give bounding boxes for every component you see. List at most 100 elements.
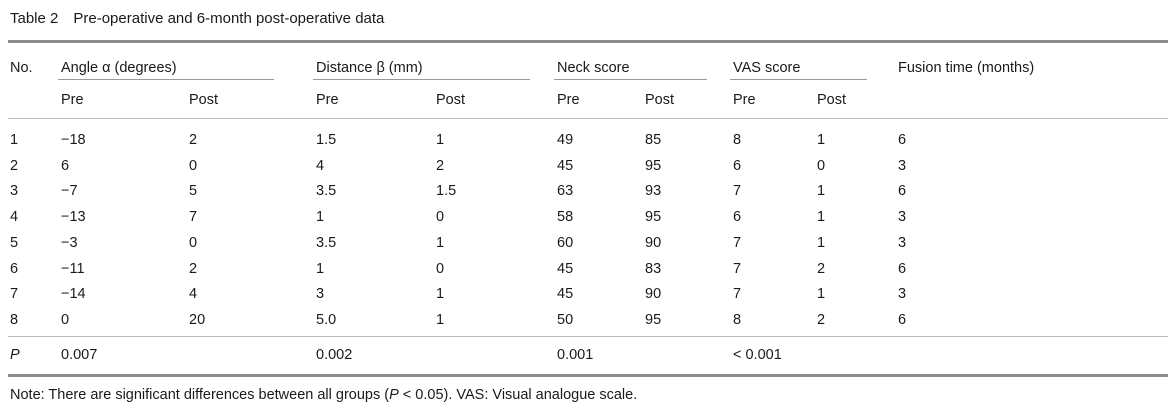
cell-angle-pre: −13 [61, 209, 86, 225]
cell-angle-pre: −11 [61, 261, 85, 277]
vas-group-underline [730, 79, 867, 80]
p-label: P [10, 347, 20, 363]
cell-no: 4 [10, 209, 19, 225]
p-vas: < 0.001 [733, 347, 782, 363]
angle-group-underline [58, 79, 274, 80]
table-caption: Table 2 Pre-operative and 6-month post-o… [10, 10, 385, 27]
subheader-neck-pre: Pre [557, 92, 580, 108]
distance-group-underline [313, 79, 530, 80]
cell-neck-post: 95 [645, 209, 662, 225]
cell-fusion-time: 3 [898, 286, 907, 302]
cell-vas-pre: 8 [733, 132, 742, 148]
cell-distance-pre: 4 [316, 158, 325, 174]
cell-no: 5 [10, 235, 19, 251]
cell-neck-pre: 63 [557, 183, 574, 199]
cell-neck-post: 83 [645, 261, 662, 277]
header-angle: Angle α (degrees) [61, 60, 177, 76]
cell-neck-post: 90 [645, 235, 662, 251]
cell-neck-post: 95 [645, 312, 662, 328]
cell-no: 8 [10, 312, 19, 328]
cell-neck-pre: 45 [557, 261, 574, 277]
cell-vas-post: 1 [817, 183, 826, 199]
cell-distance-pre: 3.5 [316, 183, 337, 199]
neck-group-underline [554, 79, 707, 80]
cell-fusion-time: 3 [898, 158, 907, 174]
cell-angle-pre: −14 [61, 286, 86, 302]
cell-no: 2 [10, 158, 19, 174]
cell-distance-pre: 1 [316, 261, 325, 277]
cell-vas-post: 1 [817, 286, 826, 302]
cell-angle-pre: 0 [61, 312, 70, 328]
cell-vas-pre: 7 [733, 235, 742, 251]
cell-angle-post: 20 [189, 312, 206, 328]
cell-fusion-time: 6 [898, 312, 907, 328]
p-neck: 0.001 [557, 347, 594, 363]
subheader-vas-pre: Pre [733, 92, 756, 108]
cell-angle-pre: −3 [61, 235, 78, 251]
bottom-rule [8, 374, 1168, 377]
p-row-rule [8, 336, 1168, 337]
cell-fusion-time: 6 [898, 183, 907, 199]
cell-distance-pre: 3.5 [316, 235, 337, 251]
header-vas-score: VAS score [733, 60, 801, 76]
cell-no: 1 [10, 132, 19, 148]
subheader-angle-pre: Pre [61, 92, 84, 108]
cell-neck-post: 85 [645, 132, 662, 148]
cell-distance-pre: 5.0 [316, 312, 337, 328]
cell-neck-pre: 60 [557, 235, 574, 251]
subheader-distance-post: Post [436, 92, 466, 108]
cell-angle-post: 2 [189, 261, 198, 277]
cell-distance-post: 1 [436, 235, 445, 251]
top-rule [8, 40, 1168, 43]
header-neck-score: Neck score [557, 60, 630, 76]
subheader-angle-post: Post [189, 92, 219, 108]
cell-angle-post: 7 [189, 209, 198, 225]
cell-distance-post: 1.5 [436, 183, 457, 199]
cell-angle-post: 4 [189, 286, 198, 302]
cell-neck-pre: 49 [557, 132, 574, 148]
cell-no: 7 [10, 286, 19, 302]
cell-fusion-time: 6 [898, 132, 907, 148]
cell-vas-post: 2 [817, 312, 826, 328]
p-angle: 0.007 [61, 347, 98, 363]
cell-fusion-time: 6 [898, 261, 907, 277]
cell-vas-post: 2 [817, 261, 826, 277]
cell-neck-pre: 45 [557, 158, 574, 174]
cell-distance-pre: 1 [316, 209, 325, 225]
cell-angle-post: 5 [189, 183, 198, 199]
cell-fusion-time: 3 [898, 235, 907, 251]
subheader-neck-post: Post [645, 92, 675, 108]
cell-distance-post: 0 [436, 261, 445, 277]
cell-vas-post: 1 [817, 209, 826, 225]
cell-neck-post: 90 [645, 286, 662, 302]
subheader-distance-pre: Pre [316, 92, 339, 108]
cell-neck-pre: 45 [557, 286, 574, 302]
cell-distance-pre: 1.5 [316, 132, 337, 148]
cell-vas-post: 1 [817, 132, 826, 148]
cell-distance-post: 1 [436, 132, 445, 148]
cell-distance-post: 1 [436, 312, 445, 328]
cell-neck-post: 95 [645, 158, 662, 174]
cell-no: 3 [10, 183, 19, 199]
cell-distance-pre: 3 [316, 286, 325, 302]
header-distance: Distance β (mm) [316, 60, 423, 76]
cell-angle-pre: 6 [61, 158, 70, 174]
cell-distance-post: 1 [436, 286, 445, 302]
cell-vas-pre: 7 [733, 286, 742, 302]
cell-angle-post: 0 [189, 158, 198, 174]
cell-distance-post: 2 [436, 158, 445, 174]
cell-angle-pre: −18 [61, 132, 86, 148]
cell-vas-pre: 8 [733, 312, 742, 328]
cell-vas-pre: 7 [733, 261, 742, 277]
header-fusion-time: Fusion time (months) [898, 60, 1035, 76]
cell-neck-post: 93 [645, 183, 662, 199]
cell-angle-post: 2 [189, 132, 198, 148]
cell-angle-post: 0 [189, 235, 198, 251]
cell-vas-pre: 7 [733, 183, 742, 199]
cell-vas-post: 1 [817, 235, 826, 251]
header-no: No. [10, 60, 33, 76]
cell-vas-pre: 6 [733, 158, 742, 174]
cell-angle-pre: −7 [61, 183, 78, 199]
cell-neck-pre: 50 [557, 312, 574, 328]
cell-fusion-time: 3 [898, 209, 907, 225]
